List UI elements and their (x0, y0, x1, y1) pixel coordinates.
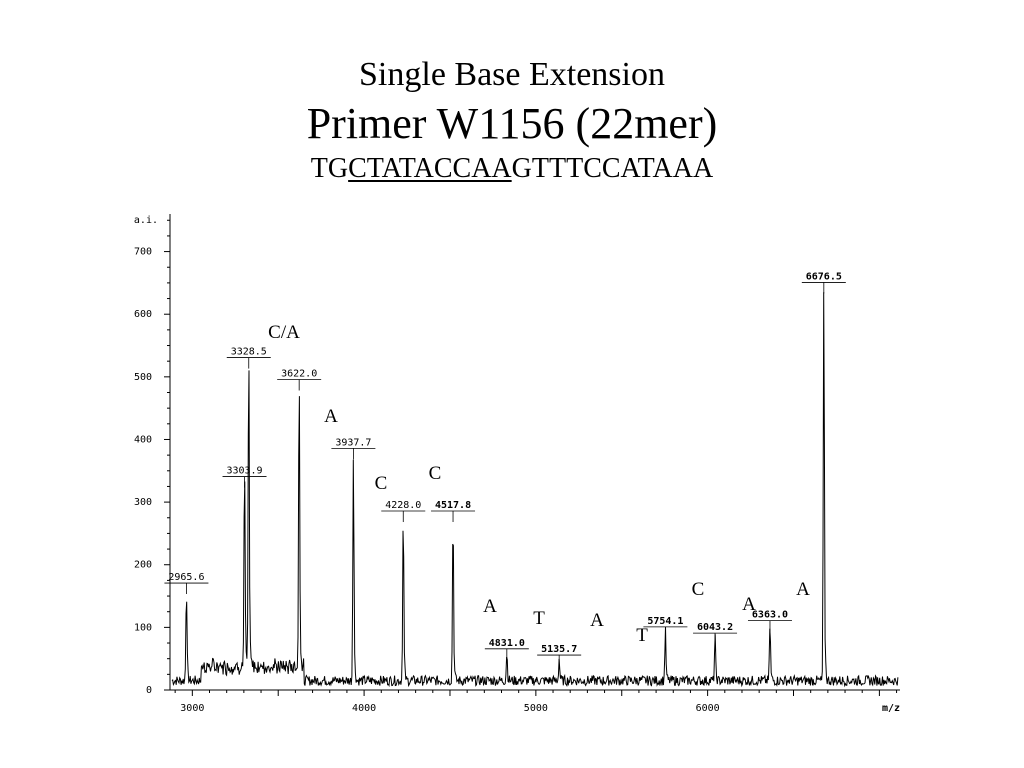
y-tick-label: 0 (146, 685, 152, 696)
y-tick-label: 600 (134, 309, 152, 320)
title-block: Single Base Extension Primer W1156 (22me… (0, 55, 1024, 185)
peak-mass-label: 3622.0 (281, 369, 317, 380)
peak-mass-label: 4228.0 (385, 500, 421, 511)
base-annotation: C (375, 473, 388, 494)
sequence-underlined: CTATACCAA (348, 153, 512, 184)
x-tick-label: 4000 (352, 703, 376, 714)
chart-title: Single Base Extension (359, 56, 665, 93)
y-axis-label: a.i. (134, 215, 158, 226)
base-annotation: A (796, 579, 810, 600)
base-annotation: A (590, 610, 604, 631)
x-tick-label: 5000 (524, 703, 548, 714)
base-annotation: T (636, 625, 648, 646)
chart-subtitle: Primer W1156 (22mer) (306, 99, 718, 148)
x-tick-label: 3000 (180, 703, 204, 714)
peak-mass-label: 2965.6 (168, 572, 204, 583)
peak-mass-label: 4517.8 (435, 500, 471, 511)
peak-mass-label: 5754.1 (647, 616, 683, 627)
peak-mass-label: 5135.7 (541, 644, 577, 655)
peak-mass-label: 3303.9 (226, 466, 262, 477)
y-tick-label: 400 (134, 434, 152, 445)
peak-mass-label: 3328.5 (231, 347, 267, 358)
peak-mass-label: 4831.0 (489, 638, 525, 649)
base-annotation: A (324, 406, 338, 427)
base-annotation: C/A (268, 322, 300, 343)
primer-sequence: TGCTATACCAAGTTTCCATAAA (0, 153, 1024, 185)
y-tick-label: 700 (134, 247, 152, 258)
y-tick-label: 200 (134, 560, 152, 571)
y-tick-label: 300 (134, 497, 152, 508)
base-annotation: T (533, 608, 545, 629)
base-annotation: C (429, 463, 442, 484)
peak-mass-label: 6676.5 (806, 271, 842, 282)
sequence-suffix: GTTTCCATAAA (511, 153, 714, 184)
y-tick-label: 100 (134, 622, 152, 633)
peak-mass-label: 3937.7 (335, 437, 371, 448)
spectrum-trace (171, 292, 899, 688)
x-tick-label: 6000 (696, 703, 720, 714)
base-annotation: C (692, 579, 705, 600)
base-annotation: A (483, 596, 497, 617)
x-axis-label: m/z (882, 703, 900, 714)
y-tick-label: 500 (134, 372, 152, 383)
peak-mass-label: 6043.2 (697, 622, 733, 633)
base-annotation: A (742, 594, 756, 615)
sequence-prefix: TG (310, 153, 349, 184)
peak-mass-label: 6363.0 (752, 610, 788, 621)
